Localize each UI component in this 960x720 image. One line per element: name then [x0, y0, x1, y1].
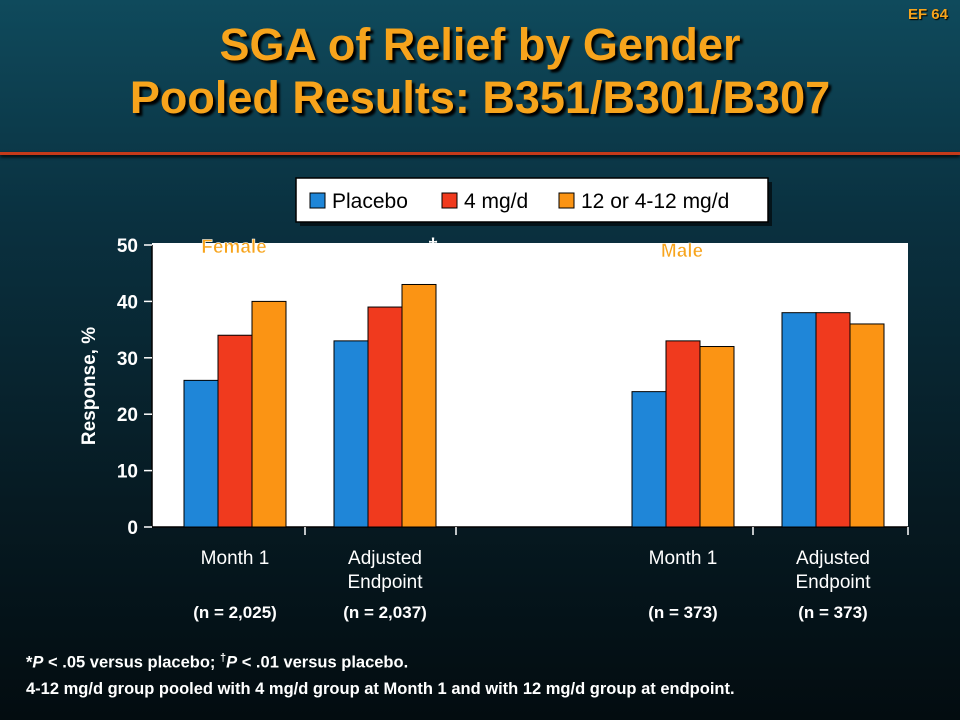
- y-tick-label: 50: [117, 236, 138, 257]
- x-category-label: Endpoint: [795, 572, 871, 593]
- significance-marker: *: [381, 258, 389, 279]
- bar: [367, 306, 403, 528]
- bar: [183, 379, 219, 528]
- sample-size-label: (n = 2,025): [193, 603, 277, 622]
- legend: [295, 177, 769, 223]
- significance-marker: †: [428, 235, 439, 256]
- bar: [665, 340, 701, 528]
- data-label: 34: [224, 308, 246, 329]
- bar: [333, 340, 369, 528]
- y-tick-label: 30: [117, 349, 138, 370]
- footnote-star: *: [26, 653, 33, 672]
- panel-label: Male: [661, 241, 703, 262]
- bar: [781, 312, 817, 528]
- y-tick-label: 0: [127, 518, 138, 539]
- legend-swatch: [441, 192, 458, 209]
- data-label: 40: [258, 274, 279, 295]
- y-tick-label: 40: [117, 292, 138, 313]
- bar: [699, 346, 735, 528]
- data-label: 32: [706, 320, 727, 341]
- title-line-2: Pooled Results: B351/B301/B307: [129, 72, 831, 123]
- panel-label: Female: [201, 237, 266, 258]
- footnote-p-2: P: [226, 653, 238, 672]
- bar: [815, 312, 851, 528]
- footnote-significance: *P < .05 versus placebo; †P < .01 versus…: [26, 652, 946, 673]
- x-category-label: Adjusted: [796, 548, 870, 569]
- data-label: 26: [190, 353, 211, 374]
- data-label: 33: [340, 314, 361, 335]
- data-label: 38: [788, 286, 809, 307]
- significance-marker: †: [278, 252, 289, 273]
- sample-size-label: (n = 2,037): [343, 603, 427, 622]
- y-tick-label: 20: [117, 405, 138, 426]
- data-label: 39: [374, 280, 395, 301]
- significance-marker: †: [230, 286, 241, 307]
- legend-label: 4 mg/d: [464, 190, 528, 213]
- slide-id: EF 64: [907, 6, 948, 23]
- footnote-text-1: < .05 versus placebo;: [43, 653, 220, 672]
- bar: [401, 283, 437, 528]
- sample-size-label: (n = 373): [798, 603, 867, 622]
- bar: [217, 334, 253, 528]
- legend-swatch: [309, 192, 326, 209]
- legend-swatch: [558, 192, 575, 209]
- data-label: 36: [856, 297, 877, 318]
- bar: [849, 323, 885, 528]
- footnote-pooling: 4-12 mg/d group pooled with 4 mg/d group…: [26, 680, 735, 698]
- page-title: SGA of Relief by Gender Pooled Results: …: [0, 18, 960, 124]
- y-axis-title: Response, %: [79, 327, 100, 445]
- sample-size-label: (n = 373): [648, 603, 717, 622]
- x-category-label: Adjusted: [348, 548, 422, 569]
- bar: [631, 391, 667, 528]
- data-label: 43: [408, 257, 429, 278]
- x-category-label: Endpoint: [347, 572, 423, 593]
- data-label: 33: [672, 314, 693, 335]
- title-divider: [0, 152, 960, 155]
- bar: [251, 300, 287, 528]
- data-label: 38: [822, 286, 843, 307]
- legend-label: 12 or 4-12 mg/d: [581, 190, 729, 213]
- legend-label: Placebo: [332, 190, 408, 213]
- footnote-dagger: †: [219, 652, 227, 664]
- x-category-label: Month 1: [201, 548, 270, 569]
- y-tick-label: 10: [117, 462, 138, 483]
- footnote-text-2: < .01 versus placebo.: [237, 653, 409, 672]
- title-line-1: SGA of Relief by Gender: [219, 19, 741, 70]
- data-label: 24: [638, 365, 660, 386]
- footnote-p-1: P: [32, 653, 44, 672]
- x-category-label: Month 1: [649, 548, 718, 569]
